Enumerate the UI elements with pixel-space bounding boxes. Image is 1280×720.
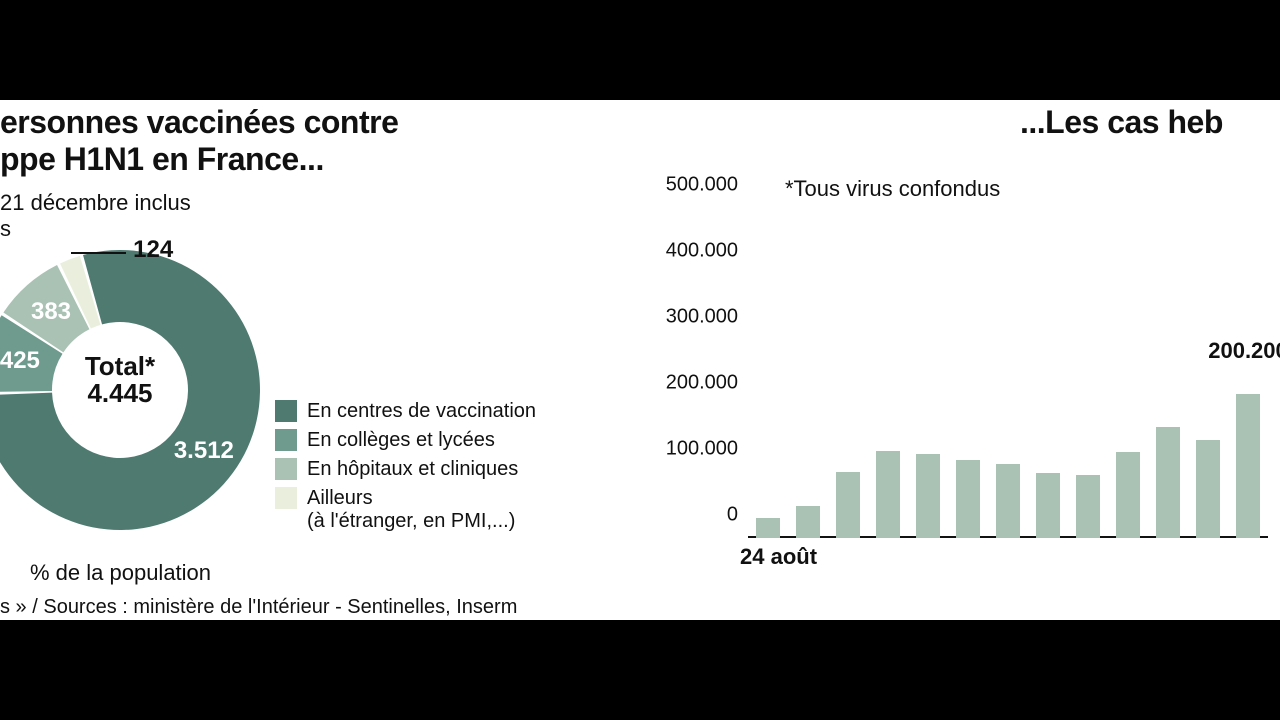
bar-1 — [796, 506, 821, 538]
donut-center-label: Total* — [52, 353, 188, 380]
ytick-0: 0 — [727, 504, 748, 527]
infographic-canvas: ersonnes vaccinées contre ppe H1N1 en Fr… — [0, 100, 1280, 620]
population-note: % de la population — [30, 560, 211, 586]
title-left-line1: ersonnes vaccinées contre — [0, 104, 398, 141]
source-line: s » / Sources : ministère de l'Intérieur… — [0, 596, 517, 619]
legend-label-colleges: En collèges et lycées — [307, 429, 495, 452]
legend-row-ailleurs: Ailleurs(à l'étranger, en PMI,...) — [275, 487, 536, 533]
donut-slice-value-colleges: 425 — [0, 347, 60, 375]
donut-center-value: 4.445 — [52, 380, 188, 407]
bar-9 — [1116, 452, 1141, 538]
bar-value-label: 200.200 — [1208, 338, 1280, 364]
ytick-3: 300.000 — [666, 306, 748, 329]
ytick-4: 400.000 — [666, 240, 748, 263]
donut-center: Total* 4.445 — [52, 353, 188, 408]
legend-label-centres: En centres de vaccination — [307, 400, 536, 423]
legend-swatch-ailleurs — [275, 487, 297, 509]
legend-swatch-centres — [275, 400, 297, 422]
donut-slice-value-ailleurs: 124 — [133, 236, 173, 264]
bar-11 — [1196, 440, 1221, 538]
bar-10 — [1156, 427, 1181, 538]
legend-row-colleges: En collèges et lycées — [275, 429, 536, 452]
bar-5 — [956, 460, 981, 538]
bar-0 — [756, 518, 781, 538]
legend-row-centres: En centres de vaccination — [275, 400, 536, 423]
bar-2 — [836, 472, 861, 538]
bar-4 — [916, 454, 941, 538]
legend-label-hopitaux: En hôpitaux et cliniques — [307, 458, 518, 481]
left-subtitle-1: 21 décembre inclus — [0, 190, 191, 216]
bar-12 — [1236, 394, 1261, 538]
donut-callout-line — [71, 252, 126, 254]
donut-slice-value-centres: 3.512 — [164, 437, 244, 465]
right-subtitle: *Tous virus confondus — [785, 176, 1000, 202]
donut-legend: En centres de vaccination En collèges et … — [275, 400, 536, 539]
title-left: ersonnes vaccinées contre ppe H1N1 en Fr… — [0, 104, 398, 178]
ytick-2: 200.000 — [666, 372, 748, 395]
legend-label-ailleurs: Ailleurs(à l'étranger, en PMI,...) — [307, 487, 515, 533]
bar-chart: 200.200 0100.000200.000300.000400.000500… — [748, 208, 1268, 538]
legend-swatch-hopitaux — [275, 458, 297, 480]
legend-row-hopitaux: En hôpitaux et cliniques — [275, 458, 536, 481]
bar-3 — [876, 451, 901, 538]
legend-sublabel-ailleurs: (à l'étranger, en PMI,...) — [307, 510, 515, 533]
donut-chart: Total* 4.445 3.512425383124 — [0, 240, 270, 540]
x-axis-label: 24 août — [740, 544, 817, 570]
legend-swatch-colleges — [275, 429, 297, 451]
bar-7 — [1036, 473, 1061, 538]
donut-slice-value-hopitaux: 383 — [11, 298, 91, 326]
ytick-5: 500.000 — [666, 174, 748, 197]
title-right: ...Les cas heb — [1020, 104, 1223, 141]
left-subtitle-2: s — [0, 216, 11, 242]
bar-plot: 200.200 — [748, 208, 1268, 538]
ytick-1: 100.000 — [666, 438, 748, 461]
bar-8 — [1076, 475, 1101, 538]
bar-6 — [996, 464, 1021, 538]
title-left-line2: ppe H1N1 en France... — [0, 141, 398, 178]
